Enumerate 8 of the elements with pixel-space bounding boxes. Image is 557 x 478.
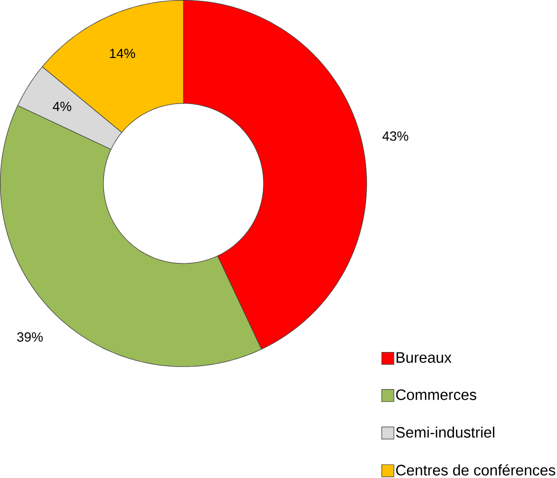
legend-label: Semi-industriel [396, 426, 494, 438]
legend-label: Commerces [396, 389, 476, 400]
legend-label: Bureaux [396, 352, 452, 363]
data-label: 4% [52, 102, 72, 111]
data-label: 39% [17, 332, 43, 342]
data-label: 14% [110, 48, 136, 58]
data-label: 43% [382, 131, 408, 141]
legend-label: Centres de conférences [396, 464, 556, 476]
